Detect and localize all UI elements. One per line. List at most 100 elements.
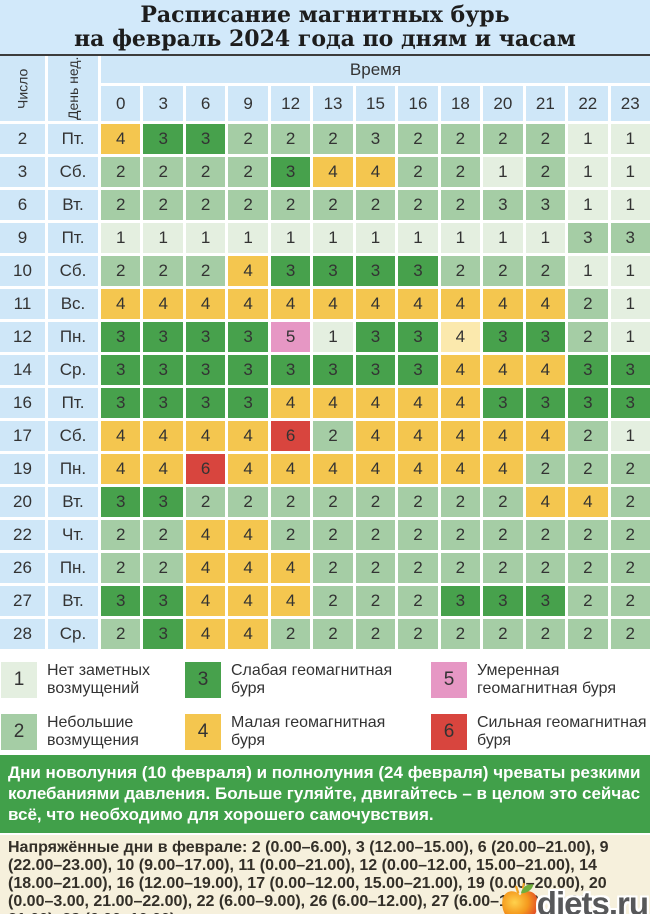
- storm-cell: 1: [610, 124, 650, 154]
- storm-cell: 4: [228, 619, 268, 649]
- legend-item: 5 Умеренная геомагнитная буря: [431, 662, 650, 698]
- hour-header: 9: [228, 86, 268, 121]
- legend-swatch: 1: [1, 662, 37, 698]
- storm-cell: 1: [568, 256, 608, 286]
- storm-cell: 3: [398, 256, 438, 286]
- storm-cell: 6: [185, 454, 226, 484]
- storm-cell: 1: [398, 223, 438, 253]
- storm-cell: 3: [398, 322, 438, 352]
- diets-logo: diets.ru: [497, 881, 649, 914]
- diets-logo-text: diets.ru: [536, 885, 649, 914]
- storm-cell: 4: [143, 421, 183, 451]
- storm-cell: 2: [483, 256, 523, 286]
- storm-cell: 2: [313, 520, 353, 550]
- storm-cell: 4: [398, 388, 438, 418]
- storm-cell: 4: [313, 157, 353, 187]
- storm-cell: 4: [525, 421, 566, 451]
- storm-cell: 4: [270, 388, 311, 418]
- legend-item: 4 Малая геомагнитная буря: [185, 714, 431, 750]
- storm-cell: 2: [525, 553, 566, 583]
- day-cell: Ср.: [48, 619, 98, 649]
- storm-cell: 4: [355, 289, 396, 319]
- legend: 1 Нет заметных возмущений 2 Небольшие возму…: [0, 649, 650, 755]
- legend-item: 6 Сильная геомагнитная буря: [431, 714, 650, 750]
- hour-header: 22: [568, 86, 608, 121]
- legend-item: 3 Слабая геомагнитная буря: [185, 662, 431, 698]
- storm-cell: 2: [185, 157, 226, 187]
- storm-cell: 2: [355, 586, 396, 616]
- storm-cell: 4: [270, 553, 311, 583]
- storm-cell: 3: [101, 586, 141, 616]
- storm-cell: 1: [313, 322, 353, 352]
- legend-label: Сильная геомагнитная буря: [477, 714, 647, 749]
- storm-cell: 1: [525, 223, 566, 253]
- date-cell: 12: [0, 322, 45, 352]
- storm-cell: 3: [270, 355, 311, 385]
- storm-cell: 2: [101, 553, 141, 583]
- storm-cell: 4: [440, 289, 481, 319]
- column-header-day: День нед.: [48, 56, 98, 121]
- storm-cell: 3: [483, 586, 523, 616]
- storm-cell: 4: [185, 421, 226, 451]
- moon-advice-text: Дни новолуния (10 февраля) и полнолуния …: [8, 763, 641, 824]
- storm-cell: 4: [398, 421, 438, 451]
- storm-cell: 2: [525, 124, 566, 154]
- storm-cell: 1: [568, 124, 608, 154]
- storm-cell: 2: [313, 190, 353, 220]
- storm-cell: 2: [398, 586, 438, 616]
- storm-cell: 2: [440, 190, 481, 220]
- storm-cell: 4: [143, 289, 183, 319]
- storm-cell: 1: [610, 322, 650, 352]
- storm-cell: 4: [313, 289, 353, 319]
- legend-swatch: 5: [431, 662, 467, 698]
- storm-cell: 3: [610, 223, 650, 253]
- hour-header: 18: [440, 86, 481, 121]
- storm-cell: 4: [483, 454, 523, 484]
- storm-cell: 3: [101, 487, 141, 517]
- storm-cell: 3: [228, 388, 268, 418]
- day-cell: Сб.: [48, 157, 98, 187]
- storm-cell: 4: [185, 553, 226, 583]
- storm-cell: 3: [143, 355, 183, 385]
- storm-cell: 3: [398, 355, 438, 385]
- storm-cell: 4: [398, 454, 438, 484]
- storm-cell: 2: [270, 190, 311, 220]
- storm-cell: 2: [610, 487, 650, 517]
- storm-schedule-table: Число День нед. Время 0 3 6 9 12 13 15 16 18 20 21 22 2…: [0, 56, 650, 649]
- legend-swatch: 6: [431, 714, 467, 750]
- date-cell: 10: [0, 256, 45, 286]
- storm-cell: 3: [525, 586, 566, 616]
- hour-header: 16: [398, 86, 438, 121]
- storm-cell: 3: [143, 619, 183, 649]
- storm-cell: 2: [143, 520, 183, 550]
- storm-cell: 1: [610, 256, 650, 286]
- storm-cell: 3: [355, 256, 396, 286]
- storm-cell: 3: [355, 355, 396, 385]
- legend-label: Небольшие возмущения: [47, 714, 139, 749]
- storm-cell: 2: [313, 586, 353, 616]
- date-cell: 19: [0, 454, 45, 484]
- storm-cell: 2: [355, 619, 396, 649]
- storm-cell: 1: [610, 421, 650, 451]
- storm-cell: 3: [568, 355, 608, 385]
- date-cell: 11: [0, 289, 45, 319]
- storm-cell: 2: [610, 619, 650, 649]
- storm-cell: 4: [355, 454, 396, 484]
- storm-cell: 3: [101, 388, 141, 418]
- column-header-date: Число: [0, 56, 45, 121]
- legend-label: Малая геомагнитная буря: [231, 714, 386, 749]
- storm-cell: 1: [440, 223, 481, 253]
- storm-cell: 2: [398, 619, 438, 649]
- hour-header: 12: [270, 86, 311, 121]
- storm-cell: 2: [101, 190, 141, 220]
- hour-header: 3: [143, 86, 183, 121]
- storm-cell: 2: [185, 487, 226, 517]
- storm-cell: 2: [355, 553, 396, 583]
- legend-item: 2 Небольшие возмущения: [1, 714, 185, 750]
- storm-cell: 3: [143, 124, 183, 154]
- storm-cell: 2: [185, 256, 226, 286]
- storm-cell: 4: [440, 454, 481, 484]
- storm-cell: 2: [398, 124, 438, 154]
- storm-cell: 2: [101, 520, 141, 550]
- storm-cell: 4: [101, 421, 141, 451]
